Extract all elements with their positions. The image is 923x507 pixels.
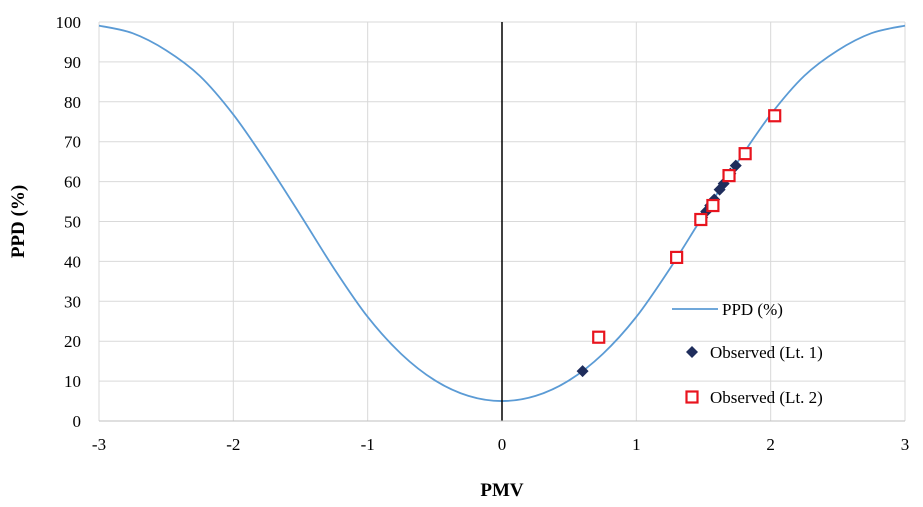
- point-lt2: [670, 250, 684, 265]
- x-tick-label: -2: [226, 435, 240, 454]
- y-tick-label: 20: [64, 332, 81, 351]
- observed-points: [576, 109, 782, 378]
- legend-label-lt1: Observed (Lt. 1): [710, 343, 823, 362]
- point-lt1: [729, 159, 742, 172]
- y-tick-label: 30: [64, 292, 81, 311]
- x-tick-label: 3: [901, 435, 910, 454]
- legend-label-ppd: PPD (%): [722, 300, 783, 319]
- legend-square-swatch: [685, 390, 699, 404]
- y-axis-title: PPD (%): [8, 185, 29, 258]
- x-tick-label: -1: [361, 435, 375, 454]
- x-tick-label: 2: [766, 435, 775, 454]
- y-tick-label: 10: [64, 372, 81, 391]
- x-tick-label: 0: [498, 435, 507, 454]
- y-tick-label: 50: [64, 213, 81, 232]
- y-tick-label: 70: [64, 133, 81, 152]
- zero-vertical-axis: [99, 22, 905, 422]
- point-lt2: [722, 169, 736, 183]
- x-tick-label: -3: [92, 435, 106, 454]
- y-tick-label: 40: [64, 252, 81, 271]
- tick-labels: 0 10 20 30 40 50 60 70 80 90 100 -3 -2 -1 0 1 2 3: [56, 13, 910, 454]
- y-tick-label: 100: [56, 13, 82, 32]
- x-tick-label: 1: [632, 435, 641, 454]
- legend-label-lt2: Observed (Lt. 2): [710, 388, 823, 407]
- y-tick-label: 80: [64, 93, 81, 112]
- point-lt2: [706, 198, 720, 213]
- point-lt2: [694, 212, 708, 227]
- x-axis-title: PMV: [480, 480, 524, 501]
- y-tick-label: 0: [73, 412, 82, 431]
- legend-diamond-swatch: [686, 346, 698, 358]
- y-tick-label: 60: [64, 173, 81, 192]
- y-tick-label: 90: [64, 53, 81, 72]
- point-lt2: [592, 330, 606, 344]
- point-lt2: [768, 109, 782, 123]
- point-lt1: [576, 365, 589, 378]
- point-lt2: [738, 147, 752, 161]
- legend: PPD (%) Observed (Lt. 1) Observed (Lt. 2…: [672, 300, 823, 407]
